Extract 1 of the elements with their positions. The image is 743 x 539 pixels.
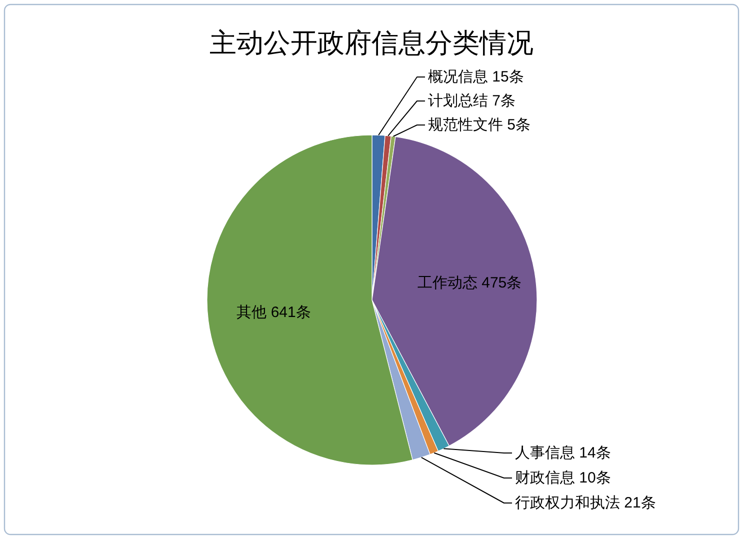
title: 主动公开政府信息分类情况 bbox=[210, 28, 534, 58]
